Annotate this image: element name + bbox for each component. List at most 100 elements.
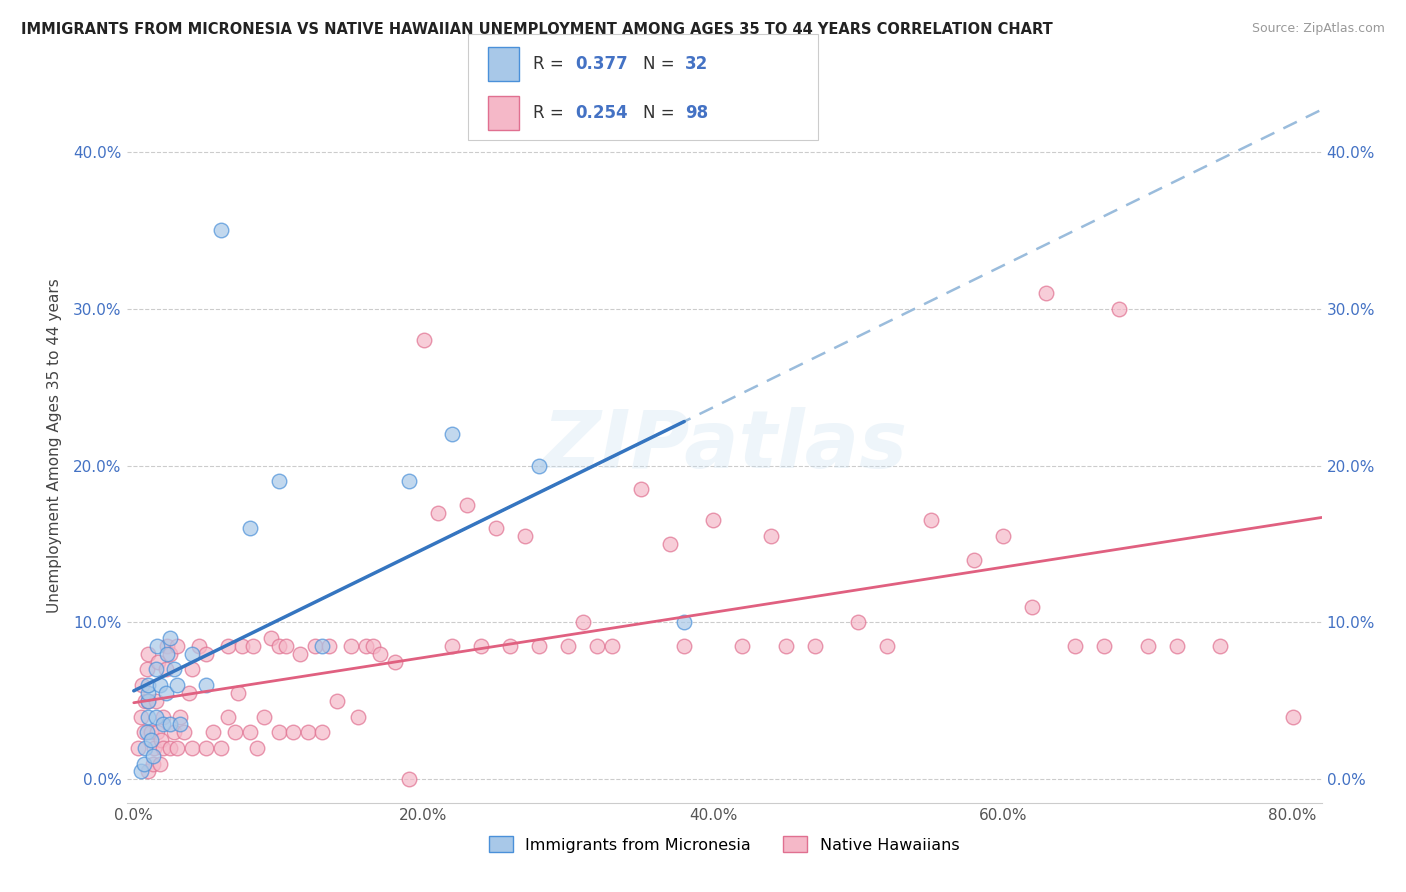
Point bbox=[441, 639, 464, 653]
Point bbox=[470, 639, 492, 653]
Point bbox=[134, 740, 156, 755]
Point bbox=[297, 725, 319, 739]
Point bbox=[441, 427, 464, 442]
Point bbox=[412, 333, 434, 347]
Point bbox=[149, 678, 172, 692]
Point bbox=[148, 655, 170, 669]
Point bbox=[260, 631, 283, 645]
Point bbox=[384, 655, 406, 669]
Point bbox=[572, 615, 595, 630]
Point bbox=[163, 663, 186, 677]
Point bbox=[149, 756, 172, 771]
Text: ZIPatlas: ZIPatlas bbox=[541, 407, 907, 485]
Point bbox=[759, 529, 782, 543]
Point bbox=[145, 709, 167, 723]
Point bbox=[1064, 639, 1087, 653]
Text: R =: R = bbox=[533, 55, 569, 73]
Point bbox=[136, 694, 159, 708]
Text: 32: 32 bbox=[685, 55, 709, 73]
Point bbox=[195, 678, 218, 692]
Point bbox=[166, 639, 188, 653]
Point bbox=[177, 686, 200, 700]
Point bbox=[1092, 639, 1115, 653]
Point bbox=[156, 639, 179, 653]
Point bbox=[152, 740, 174, 755]
Point bbox=[134, 694, 156, 708]
Point bbox=[142, 756, 165, 771]
Text: Source: ZipAtlas.com: Source: ZipAtlas.com bbox=[1251, 22, 1385, 36]
Point bbox=[166, 678, 188, 692]
Point bbox=[290, 647, 312, 661]
Point bbox=[1021, 599, 1043, 614]
Point bbox=[135, 663, 157, 677]
Point bbox=[145, 663, 167, 677]
Point bbox=[361, 639, 384, 653]
Point bbox=[239, 521, 262, 535]
Point bbox=[142, 748, 165, 763]
Point bbox=[135, 725, 157, 739]
Point bbox=[129, 764, 152, 779]
Point bbox=[658, 537, 681, 551]
Point bbox=[267, 639, 290, 653]
Point bbox=[267, 725, 290, 739]
Point bbox=[1281, 709, 1303, 723]
Point bbox=[136, 694, 159, 708]
Point bbox=[304, 639, 326, 653]
Point bbox=[281, 725, 304, 739]
Point bbox=[485, 521, 508, 535]
Point bbox=[159, 740, 181, 755]
Point bbox=[1136, 639, 1159, 653]
Point bbox=[166, 740, 188, 755]
Text: 0.254: 0.254 bbox=[575, 103, 627, 121]
Point bbox=[1166, 639, 1188, 653]
Point bbox=[136, 678, 159, 692]
Point bbox=[267, 475, 290, 489]
Point bbox=[180, 647, 202, 661]
Point bbox=[188, 639, 211, 653]
Point bbox=[152, 717, 174, 731]
Point bbox=[846, 615, 869, 630]
Point bbox=[803, 639, 825, 653]
Point bbox=[141, 725, 163, 739]
Point bbox=[274, 639, 297, 653]
Point bbox=[529, 458, 551, 473]
Point bbox=[253, 709, 276, 723]
Text: N =: N = bbox=[643, 55, 679, 73]
Point bbox=[513, 529, 536, 543]
Point bbox=[1209, 639, 1232, 653]
Point bbox=[209, 223, 232, 237]
Point bbox=[311, 725, 333, 739]
Point bbox=[398, 475, 420, 489]
Point bbox=[1108, 301, 1130, 316]
Point bbox=[529, 639, 551, 653]
Point bbox=[246, 740, 269, 755]
Point bbox=[920, 514, 942, 528]
Point bbox=[224, 725, 246, 739]
Point bbox=[159, 631, 181, 645]
Point bbox=[129, 709, 152, 723]
Point bbox=[630, 482, 652, 496]
Point bbox=[173, 725, 195, 739]
Legend: Immigrants from Micronesia, Native Hawaiians: Immigrants from Micronesia, Native Hawai… bbox=[482, 830, 966, 859]
Point bbox=[195, 647, 218, 661]
Point bbox=[226, 686, 249, 700]
Point bbox=[325, 694, 347, 708]
Point bbox=[146, 639, 169, 653]
Point bbox=[127, 740, 149, 755]
Point bbox=[159, 647, 181, 661]
Y-axis label: Unemployment Among Ages 35 to 44 years: Unemployment Among Ages 35 to 44 years bbox=[46, 278, 62, 614]
Point bbox=[163, 725, 186, 739]
Point bbox=[368, 647, 391, 661]
Point bbox=[152, 709, 174, 723]
Point bbox=[991, 529, 1014, 543]
Point bbox=[673, 615, 696, 630]
Point bbox=[673, 639, 696, 653]
Point bbox=[169, 709, 191, 723]
Point bbox=[217, 639, 239, 653]
Point bbox=[731, 639, 754, 653]
Point bbox=[141, 733, 163, 747]
Point bbox=[239, 725, 262, 739]
Point bbox=[209, 740, 232, 755]
Point bbox=[180, 663, 202, 677]
Point bbox=[136, 709, 159, 723]
